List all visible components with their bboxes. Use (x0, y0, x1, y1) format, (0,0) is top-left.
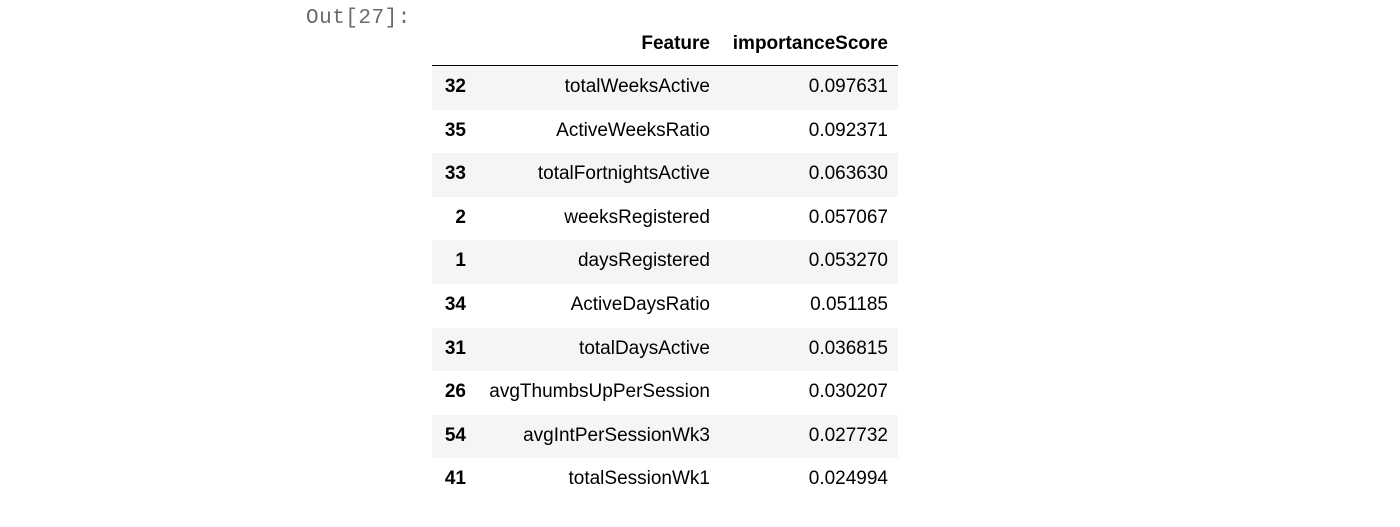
feature-cell: avgIntPerSessionWk3 (523, 424, 710, 446)
feature-cell: ActiveDaysRatio (570, 293, 710, 315)
row-index: 41 (444, 468, 466, 490)
table-row: 35 ActiveWeeksRatio 0.092371 (432, 110, 898, 154)
score-cell: 0.092371 (808, 119, 888, 141)
score-cell: 0.036815 (808, 337, 888, 359)
table-row: 31 totalDaysActive 0.036815 (432, 327, 898, 372)
row-index: 32 (444, 76, 466, 97)
score-cell: 0.057067 (808, 206, 888, 228)
feature-cell: totalWeeksActive (564, 76, 710, 97)
table-row: 26 avgThumbsUpPerSession 0.030207 (432, 371, 898, 415)
feature-cell: totalFortnightsActive (537, 163, 710, 185)
feature-cell: daysRegistered (577, 250, 710, 272)
table-row: 54 avgIntPerSessionWk3 0.027732 (432, 414, 898, 459)
table-row: 33 totalFortnightsActive 0.063630 (432, 153, 898, 197)
row-index: 31 (444, 337, 466, 359)
table-header: Feature importanceScore (432, 22, 898, 66)
column-header-importance-score: importanceScore (732, 33, 888, 54)
score-cell: 0.053270 (808, 250, 888, 272)
output-prompt: Out[27]: (306, 7, 411, 30)
table-row: 41 totalSessionWk1 0.024994 (432, 458, 898, 502)
row-index: 2 (455, 206, 466, 228)
table-row: 2 weeksRegistered 0.057067 (432, 197, 898, 241)
row-index: 33 (444, 163, 466, 185)
dataframe-table: Feature importanceScore 32 totalWeeksAct… (432, 22, 898, 502)
row-index: 34 (444, 293, 466, 315)
feature-cell: weeksRegistered (564, 206, 710, 228)
score-cell: 0.024994 (808, 468, 888, 490)
feature-cell: totalDaysActive (579, 337, 710, 359)
row-index: 35 (444, 119, 466, 141)
feature-cell: ActiveWeeksRatio (556, 119, 710, 141)
table-row: 32 totalWeeksActive 0.097631 (432, 66, 898, 110)
feature-cell: totalSessionWk1 (568, 468, 710, 490)
row-index: 1 (455, 250, 466, 272)
table-row: 1 daysRegistered 0.053270 (432, 240, 898, 284)
row-index: 26 (444, 381, 466, 403)
score-cell: 0.063630 (808, 163, 888, 185)
table-row: 34 ActiveDaysRatio 0.051185 (432, 284, 898, 328)
row-index: 54 (444, 424, 466, 446)
score-cell: 0.097631 (808, 76, 888, 97)
score-cell: 0.051185 (810, 293, 888, 315)
score-cell: 0.030207 (808, 381, 888, 403)
column-header-feature: Feature (641, 33, 710, 54)
score-cell: 0.027732 (808, 424, 888, 446)
feature-cell: avgThumbsUpPerSession (489, 381, 710, 403)
